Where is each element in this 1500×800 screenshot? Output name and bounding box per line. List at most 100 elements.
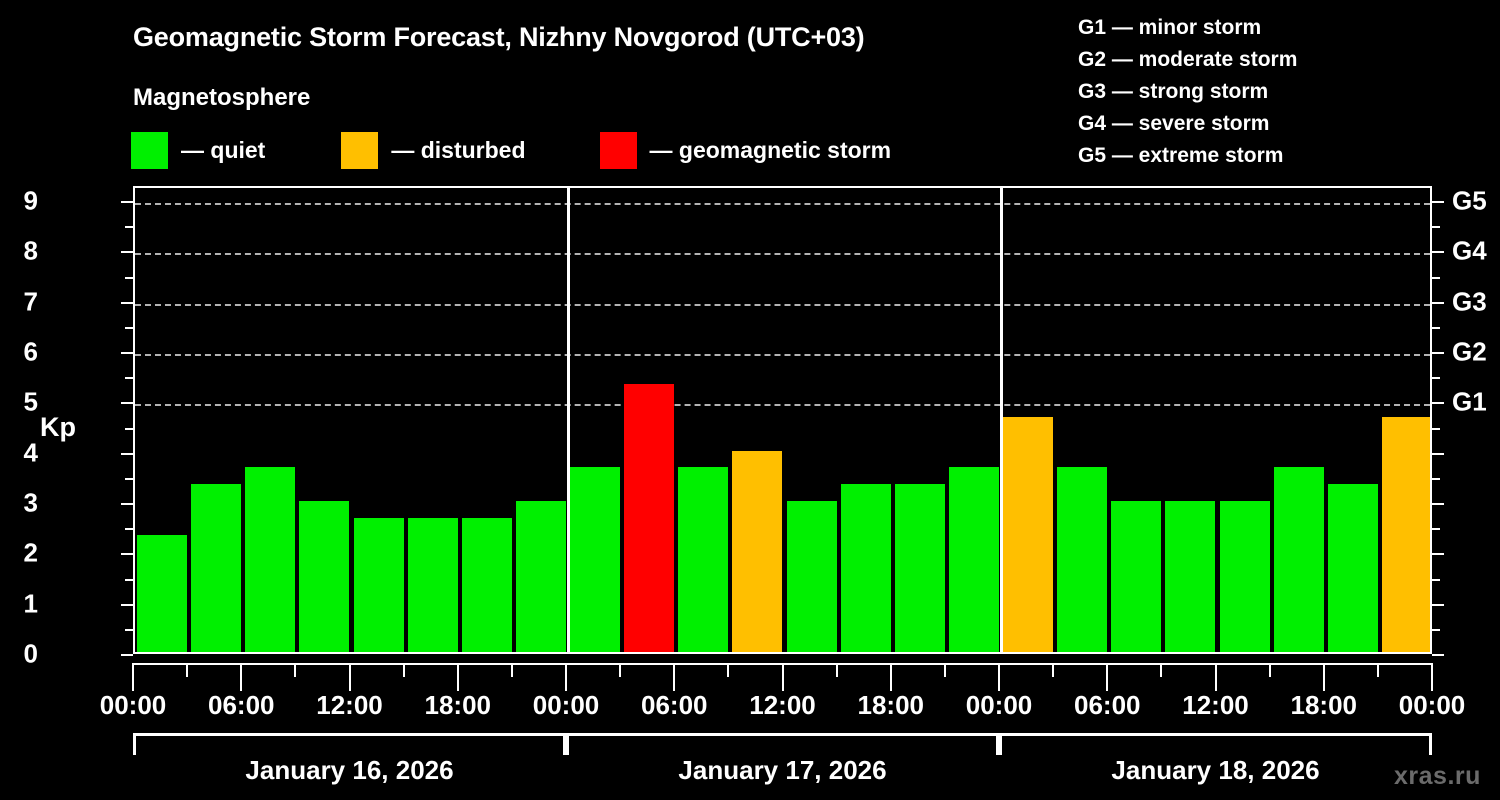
g-tick-label-G2: G2 <box>1452 336 1487 367</box>
y-tick-minor <box>125 226 133 229</box>
bar[interactable] <box>1165 501 1216 652</box>
x-tick-label: 00:00 <box>99 690 167 720</box>
g-axis-tick <box>1432 201 1444 203</box>
x-tick-label: 00:00 <box>965 690 1033 720</box>
x-tick-major <box>781 663 784 691</box>
g-axis-tick <box>1432 654 1444 656</box>
date-label: January 18, 2026 <box>1111 755 1320 785</box>
bar[interactable] <box>894 484 945 652</box>
y-tick-minor <box>125 528 133 531</box>
plot-area <box>133 186 1432 654</box>
date-bracket <box>133 733 566 755</box>
x-tick-label: 18:00 <box>857 690 925 720</box>
x-tick-major <box>132 663 134 691</box>
bar[interactable] <box>732 450 783 652</box>
gridline-kp-7 <box>135 303 1430 306</box>
bar[interactable] <box>1111 501 1162 652</box>
date-label: January 16, 2026 <box>245 755 454 785</box>
bar[interactable] <box>137 534 188 652</box>
y-tick-label-8: 8 <box>23 235 38 266</box>
g-axis-tick <box>1432 352 1444 354</box>
date-bracket <box>566 733 999 755</box>
bar[interactable] <box>948 467 999 652</box>
x-tick-major <box>1106 663 1109 691</box>
bar[interactable] <box>1003 416 1054 652</box>
g-axis-tick-minor <box>1432 578 1440 581</box>
y-tick-minor <box>125 628 133 631</box>
y-tick-label-4: 4 <box>23 437 38 468</box>
gridline-kp-9 <box>135 203 1430 205</box>
plot-inner <box>135 188 1430 652</box>
y-tick-label-3: 3 <box>23 487 38 518</box>
bar[interactable] <box>786 501 837 652</box>
bar[interactable] <box>407 517 458 652</box>
x-tick-major <box>889 663 892 691</box>
x-tick-label: 06:00 <box>208 690 275 720</box>
legend-swatch-disturbed <box>341 131 379 169</box>
legend-entry-disturbed: — disturbed <box>341 131 526 169</box>
g-axis-tick-minor <box>1432 628 1440 631</box>
bar[interactable] <box>1327 484 1378 652</box>
y-axis-title: Kp <box>40 412 76 442</box>
x-tick-major <box>1322 663 1325 691</box>
bar[interactable] <box>1219 501 1270 652</box>
x-tick-minor <box>294 663 297 677</box>
y-tick-minor <box>125 427 133 430</box>
y-tick-label-9: 9 <box>23 185 38 216</box>
bar[interactable] <box>191 484 242 652</box>
x-tick-label: 00:00 <box>532 690 600 720</box>
chart-title: Geomagnetic Storm Forecast, Nizhny Novgo… <box>133 22 865 52</box>
y-tick-2 <box>121 553 133 556</box>
g-tick-label-G1: G1 <box>1452 386 1487 417</box>
y-tick-8 <box>121 251 133 254</box>
x-tick-minor <box>727 663 730 677</box>
x-tick-minor <box>1160 663 1163 677</box>
bar[interactable] <box>840 484 891 652</box>
g-axis-tick <box>1432 251 1444 254</box>
bar[interactable] <box>678 467 729 652</box>
y-tick-5 <box>121 402 133 405</box>
x-tick-label: 06:00 <box>641 690 708 720</box>
y-tick-minor <box>125 377 133 380</box>
g-axis-tick-minor <box>1432 276 1440 279</box>
x-tick-minor <box>186 663 189 677</box>
x-tick-minor <box>1052 663 1055 677</box>
x-tick-major <box>348 663 351 691</box>
g-axis-tick-minor <box>1432 427 1440 430</box>
bar[interactable] <box>1381 416 1430 652</box>
g-axis-tick-minor <box>1432 528 1440 531</box>
bar[interactable] <box>299 501 350 652</box>
legend: — quiet — disturbed — geomagnetic storm <box>131 131 891 169</box>
x-tick-major <box>565 663 567 691</box>
date-bracket <box>999 733 1432 755</box>
y-tick-label-2: 2 <box>23 537 38 568</box>
bar[interactable] <box>1273 467 1324 652</box>
bar[interactable] <box>624 383 675 652</box>
g-axis-tick <box>1432 553 1444 556</box>
bar[interactable] <box>245 467 296 652</box>
bar[interactable] <box>1057 467 1108 652</box>
bar[interactable] <box>515 501 566 652</box>
y-tick-1 <box>121 603 133 606</box>
y-tick-minor <box>125 477 133 480</box>
x-tick-label: 18:00 <box>424 690 492 720</box>
bar[interactable] <box>461 517 512 652</box>
g-scale-legend: G1 — minor storm G2 — moderate storm G3 — … <box>1078 12 1297 172</box>
x-tick-minor <box>510 663 513 677</box>
y-tick-minor <box>125 276 133 279</box>
bar[interactable] <box>570 467 621 652</box>
g-axis-tick <box>1432 603 1444 606</box>
g-axis-tick-minor <box>1432 477 1440 480</box>
y-tick-minor <box>125 326 133 329</box>
g-tick-label-G3: G3 <box>1452 286 1487 317</box>
x-tick-major <box>1214 663 1217 691</box>
y-tick-0 <box>121 654 133 656</box>
day-separator <box>566 188 570 652</box>
bar[interactable] <box>353 517 404 652</box>
g-axis-tick-minor <box>1432 377 1440 380</box>
g-axis-tick <box>1432 402 1444 405</box>
y-tick-4 <box>121 452 133 455</box>
x-tick-label: 06:00 <box>1074 690 1141 720</box>
y-tick-label-7: 7 <box>23 286 38 317</box>
